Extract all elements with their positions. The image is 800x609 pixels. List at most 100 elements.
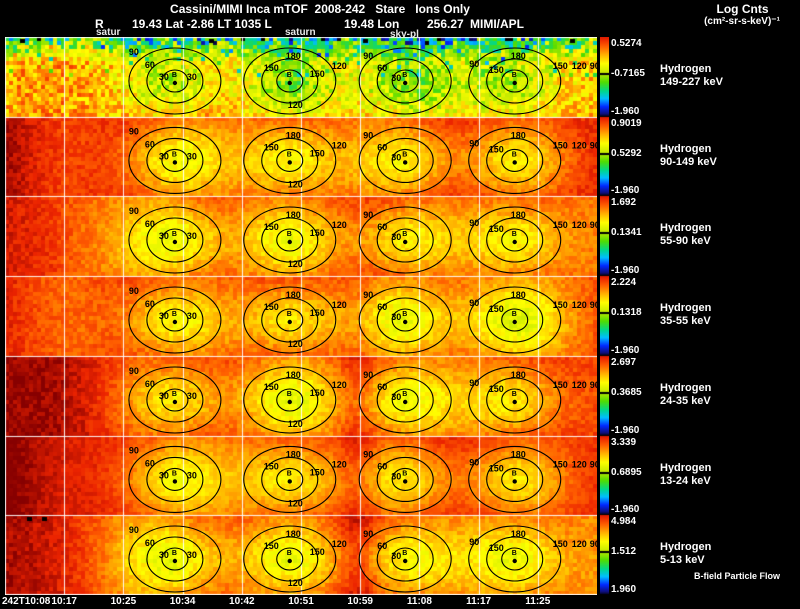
contour-level-label: 90 <box>363 210 373 220</box>
pitch-angle-contour <box>128 525 222 593</box>
pitch-angle-contour <box>128 286 222 354</box>
contour-level-label: 150 <box>553 61 568 71</box>
contour-level-label: 30 <box>159 311 169 321</box>
contour-level-label: 30 <box>187 550 197 560</box>
colorbar-scale-value: 0.6895 <box>611 467 642 478</box>
pitch-angle-contour <box>468 525 562 593</box>
pitch-angle-contour <box>161 467 189 492</box>
colorbar-scale-value: 1.960 <box>611 584 637 595</box>
bfield-direction-dot <box>287 399 292 405</box>
bfield-marker-glyph: B <box>512 151 517 158</box>
contour-level-label: 180 <box>511 130 526 140</box>
time-tick-label: 10:34 <box>169 596 196 607</box>
bfield-marker-glyph: B <box>512 311 517 318</box>
contour-level-label: 120 <box>572 220 587 230</box>
pitch-angle-contour <box>261 217 319 263</box>
pitch-angle-contour <box>128 366 222 434</box>
time-tick-label: 10:42 <box>229 596 255 607</box>
bfield-marker-glyph: B <box>172 391 177 398</box>
contour-level-label: 90 <box>363 290 373 300</box>
pitch-angle-contour <box>161 69 189 93</box>
pitch-angle-contour <box>243 445 337 514</box>
contour-level-label: 30 <box>187 151 197 161</box>
contour-level-label: 120 <box>572 459 587 469</box>
contour-level-label: 150 <box>553 380 568 390</box>
contour-level-label: 120 <box>332 459 347 469</box>
contour-level-label: 60 <box>377 142 387 152</box>
contour-level-label: 90 <box>129 445 139 455</box>
header-lon-label: 19.48 Lon <box>344 17 400 31</box>
contour-level-label: 150 <box>489 65 504 75</box>
contour-level-label: 120 <box>288 339 303 349</box>
contour-level-label: 60 <box>145 299 155 309</box>
contour-level-label: 90 <box>590 61 597 71</box>
pitch-angle-contour <box>358 206 452 274</box>
pitch-angle-contour <box>391 388 419 412</box>
pitch-angle-contour <box>376 456 434 503</box>
contour-level-label: 30 <box>187 231 197 241</box>
contour-level-label: 150 <box>489 543 504 553</box>
contour-level-label: 180 <box>511 529 526 539</box>
bfield-direction-dot <box>172 558 178 564</box>
contour-level-label: 120 <box>288 498 303 508</box>
pitch-angle-contour <box>391 69 419 93</box>
bfield-direction-dot <box>287 80 292 86</box>
band-species-label: Hydrogen <box>660 143 712 155</box>
colorbar-scale-value: -1.960 <box>611 185 640 196</box>
bfield-marker-glyph: B <box>287 550 292 557</box>
pitch-angle-contour <box>128 126 222 195</box>
colorbar-scale-value: 4.984 <box>611 516 637 527</box>
time-tick-label: 10:17 <box>51 596 77 607</box>
bfield-marker-glyph: B <box>402 72 407 79</box>
pitch-angle-contour <box>501 308 529 332</box>
contour-level-label: 150 <box>489 144 504 154</box>
pitch-angle-contour <box>243 286 337 354</box>
pitch-angle-contour <box>501 388 529 412</box>
bfield-marker-glyph: B <box>172 72 177 79</box>
contour-level-label: 90 <box>590 380 597 390</box>
contour-level-label: 30 <box>391 392 401 402</box>
pitch-angle-contour <box>128 206 222 274</box>
bfield-direction-dot <box>287 479 292 484</box>
contour-level-label: 150 <box>264 382 279 392</box>
band-species-label: Hydrogen <box>660 462 712 474</box>
pitch-angle-contour <box>486 217 544 263</box>
pitch-angle-contour <box>243 525 337 593</box>
pitch-angle-contour <box>261 58 319 104</box>
contour-level-label: 90 <box>590 140 597 150</box>
contour-level-label: 150 <box>310 228 325 238</box>
contour-level-label: 150 <box>553 459 568 469</box>
contour-level-label: 150 <box>310 148 325 158</box>
bfield-marker-glyph: B <box>172 231 177 238</box>
bfield-direction-dot <box>287 319 292 325</box>
pitch-angle-contour <box>276 69 304 93</box>
pitch-angle-contour <box>276 388 304 412</box>
pitch-angle-contour <box>391 228 419 252</box>
contour-level-label: 60 <box>377 541 387 551</box>
bfield-direction-dot <box>402 479 408 484</box>
contour-level-label: 120 <box>332 140 347 150</box>
contour-level-label: 90 <box>129 47 139 57</box>
pitch-angle-contour <box>261 377 319 423</box>
pitch-angle-contour <box>486 137 544 184</box>
pitch-angle-contour <box>261 456 319 503</box>
bfield-marker-glyph: B <box>402 311 407 318</box>
pitch-angle-contour <box>276 467 304 492</box>
contour-level-label: 180 <box>286 449 301 459</box>
contour-level-label: 150 <box>489 384 504 394</box>
pitch-angle-contour <box>161 388 189 412</box>
colorbar-units: (cm²-sr-s-keV)⁻¹ <box>704 16 780 27</box>
bfield-marker-glyph: B <box>512 550 517 557</box>
contour-level-label: 60 <box>377 382 387 392</box>
pitch-angle-contour <box>501 467 529 492</box>
colorbar-scale-value: -1.960 <box>611 106 640 117</box>
contour-level-label: 90 <box>129 206 139 216</box>
contour-level-label: 150 <box>310 308 325 318</box>
contour-level-label: 90 <box>469 218 479 228</box>
contour-level-label: 180 <box>511 210 526 220</box>
bfield-marker-glyph: B <box>172 470 177 477</box>
pitch-angle-contour <box>358 286 452 354</box>
